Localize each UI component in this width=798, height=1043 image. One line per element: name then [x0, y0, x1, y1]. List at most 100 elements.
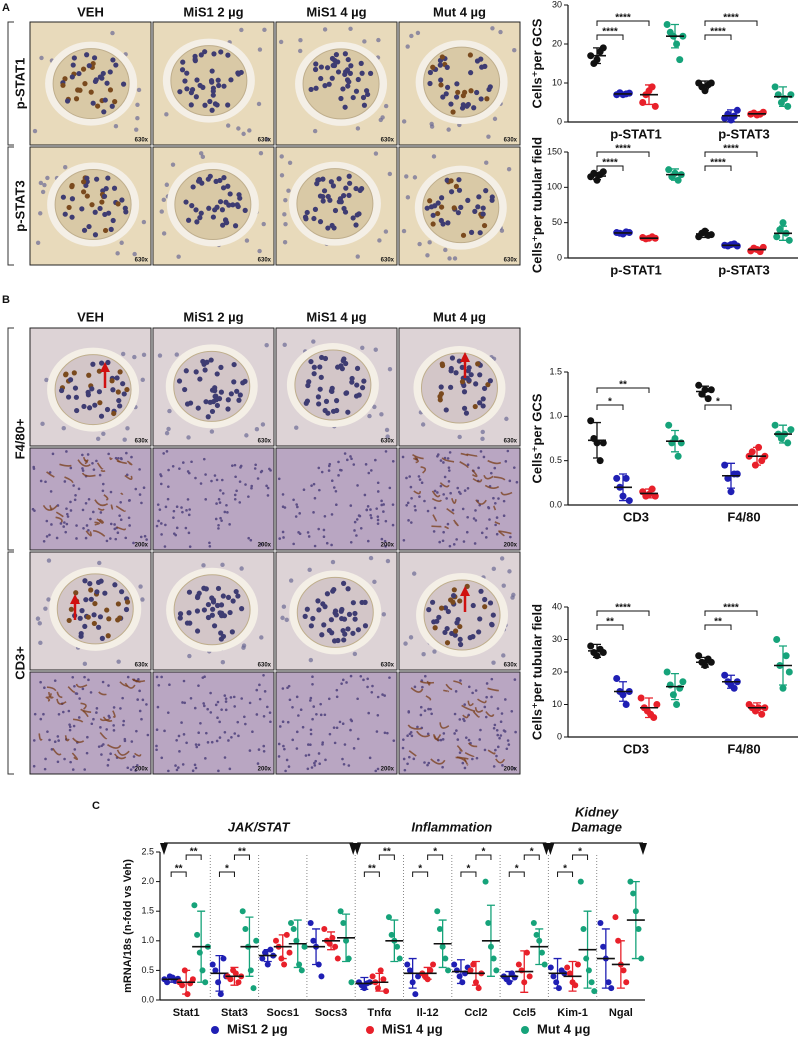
nucleus	[221, 83, 227, 89]
magnification: 200x	[504, 543, 518, 549]
nucleus	[407, 711, 411, 714]
nucleus	[110, 57, 116, 63]
nucleus	[512, 48, 517, 53]
nucleus	[483, 188, 489, 194]
nucleus	[120, 81, 127, 87]
y-axis-label: Cells⁺per GCS	[529, 393, 544, 483]
nucleus	[90, 722, 94, 726]
nucleus	[494, 523, 497, 527]
stain	[81, 472, 96, 477]
nucleus	[477, 400, 483, 406]
nucleus	[501, 583, 506, 588]
x-tick-label: F4/80	[727, 509, 760, 524]
nucleus	[456, 486, 460, 490]
nucleus	[244, 433, 249, 438]
y-tick-label: 30	[552, 634, 562, 644]
nucleus	[281, 505, 285, 509]
nucleus	[402, 538, 406, 542]
nucleus	[360, 94, 367, 101]
micrograph-bg	[29, 671, 152, 775]
nucleus	[141, 698, 145, 702]
nucleus	[89, 202, 95, 208]
nucleus	[227, 609, 233, 616]
nucleus	[412, 175, 418, 180]
nucleus	[81, 189, 87, 195]
significance-label: **	[383, 847, 391, 858]
nucleus	[124, 536, 128, 540]
nucleus	[208, 357, 214, 363]
nucleus	[256, 101, 262, 107]
nucleus	[138, 689, 141, 693]
nucleus	[455, 729, 458, 732]
nucleus	[340, 627, 346, 634]
nucleus	[78, 697, 81, 700]
nucleus	[279, 154, 284, 159]
nucleus	[181, 701, 184, 704]
nucleus	[72, 484, 75, 487]
data-point	[493, 967, 500, 974]
nucleus	[444, 84, 451, 91]
nucleus	[244, 238, 250, 243]
nucleus	[220, 478, 224, 482]
nucleus	[155, 748, 158, 752]
nucleus	[352, 610, 358, 617]
nucleus	[327, 469, 331, 472]
nucleus	[223, 730, 227, 734]
nucleus	[161, 197, 167, 203]
nucleus	[324, 758, 327, 762]
nucleus	[171, 465, 175, 468]
data-point	[613, 474, 621, 482]
data-point	[785, 668, 793, 676]
significance-bracket	[523, 854, 540, 860]
nucleus	[367, 70, 374, 76]
nucleus	[68, 723, 71, 726]
nucleus	[459, 364, 465, 370]
nucleus	[226, 511, 229, 514]
nucleus	[319, 702, 322, 706]
nucleus	[474, 509, 477, 512]
nucleus	[306, 379, 312, 385]
nucleus	[381, 693, 384, 696]
nucleus	[188, 545, 192, 548]
nucleus	[231, 379, 237, 385]
x-tick-label: p-STAT1	[610, 126, 662, 141]
data-point	[638, 955, 645, 962]
nucleus	[430, 712, 433, 716]
nucleus	[458, 751, 462, 754]
nucleus	[416, 725, 419, 729]
nucleus	[111, 185, 118, 191]
nucleus	[132, 251, 137, 257]
nucleus	[167, 485, 170, 488]
nucleus	[136, 698, 139, 701]
nucleus	[177, 766, 180, 769]
nucleus	[262, 744, 266, 748]
data-point	[622, 701, 630, 708]
nucleus	[172, 516, 175, 519]
nucleus	[455, 89, 461, 95]
nucleus	[141, 352, 147, 358]
nucleus	[446, 127, 451, 132]
nucleus	[279, 173, 285, 178]
nucleus	[92, 468, 96, 471]
nucleus	[132, 541, 135, 545]
nucleus	[84, 501, 88, 505]
nucleus	[470, 602, 476, 609]
nucleus	[163, 729, 166, 733]
nucleus	[86, 223, 92, 230]
nucleus	[215, 739, 219, 743]
nucleus	[219, 610, 225, 616]
nucleus	[417, 241, 422, 247]
nucleus	[92, 402, 98, 408]
nucleus	[101, 431, 106, 436]
nucleus	[115, 201, 121, 207]
nucleus	[343, 360, 349, 367]
nucleus	[284, 617, 289, 623]
nucleus	[104, 607, 110, 613]
nucleus	[340, 682, 343, 685]
nucleus	[258, 683, 261, 687]
nucleus	[304, 606, 310, 612]
data-point	[622, 474, 630, 482]
data-point	[281, 961, 288, 968]
nucleus	[85, 524, 89, 527]
nucleus	[328, 179, 334, 185]
